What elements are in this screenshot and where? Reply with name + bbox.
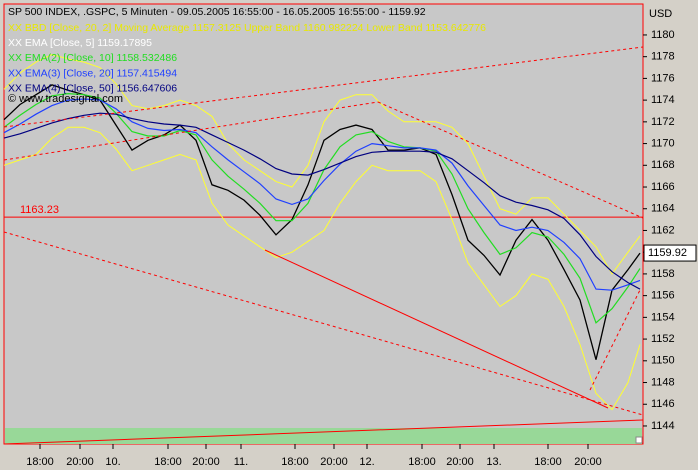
y-axis-label: USD [649,8,672,20]
series-line [3,126,641,411]
y-tick-label: 1166 [651,181,675,193]
y-tick-label: 1158 [651,268,675,280]
copyright: © www.tradesignal.com [8,93,123,105]
y-tick-label: 1156 [651,290,675,302]
trendline [3,231,644,416]
y-tick-label: 1150 [651,355,675,367]
x-tick-label: 18:00 [534,456,562,468]
series-line [3,112,641,290]
x-tick-label: 18:00 [281,456,309,468]
legend-entry: XX EMA(2) [Close, 10] 1158.532486 [8,52,177,64]
series-line [3,84,641,360]
legend-entry: XX EMA(3) [Close, 20] 1157.415494 [8,67,177,79]
y-tick-label: 1148 [651,376,675,388]
last-price-label: 1159.92 [648,247,687,259]
y-tick-label: 1176 [651,72,675,84]
y-tick-label: 1164 [651,203,675,215]
x-tick-label: 11. [234,456,248,468]
y-tick-label: 1168 [651,159,675,171]
plot-area [3,3,644,445]
y-tick-label: 1178 [651,51,675,63]
y-tick-label: 1146 [651,398,675,410]
trendline [589,289,641,391]
legend-entry: XX EMA [Close, 5] 1159.17895 [8,37,152,49]
chart-title: SP 500 INDEX, .GSPC, 5 Minuten - 09.05.2… [8,6,426,18]
y-tick-label: 1180 [651,29,675,41]
y-tick-label: 1172 [651,116,675,128]
trendline [3,419,644,445]
legend-entry: XX BBD [Close, 20, 2] Moving Average 115… [8,22,486,34]
y-tick-label: 1162 [651,224,675,236]
x-tick-label: 10. [105,456,120,468]
x-tick-label: 12. [359,456,374,468]
series-line [3,53,641,275]
x-tick-label: 20:00 [66,456,94,468]
legend-entry: XX EMA(4) [Close, 50] 1156.647606 [8,83,177,95]
x-tick-label: 20:00 [574,456,602,468]
trendline [377,101,644,219]
legend: SP 500 INDEX, .GSPC, 5 Minuten - 09.05.2… [8,6,486,95]
x-tick-label: 18:00 [408,456,436,468]
volume-strip [5,428,642,444]
x-tick-label: 18:00 [26,456,54,468]
reference-label: 1163.23 [20,204,59,216]
trendlines [3,46,644,445]
last-price-box [643,244,697,262]
trendline [264,249,609,409]
y-tick-label: 1152 [651,333,675,345]
y-tick-label: 1174 [651,94,675,106]
x-tick-label: 20:00 [320,456,348,468]
x-tick-label: 20:00 [192,456,220,468]
x-tick-label: 20:00 [446,456,474,468]
y-tick-label: 1154 [651,311,675,323]
series-line [3,98,641,291]
y-tick-label: 1170 [651,137,675,149]
x-tick-label: 13. [486,456,501,468]
x-tick-label: 18:00 [154,456,182,468]
trendline [3,46,644,128]
resize-handle [635,436,643,444]
y-tick-label: 1144 [651,420,675,432]
